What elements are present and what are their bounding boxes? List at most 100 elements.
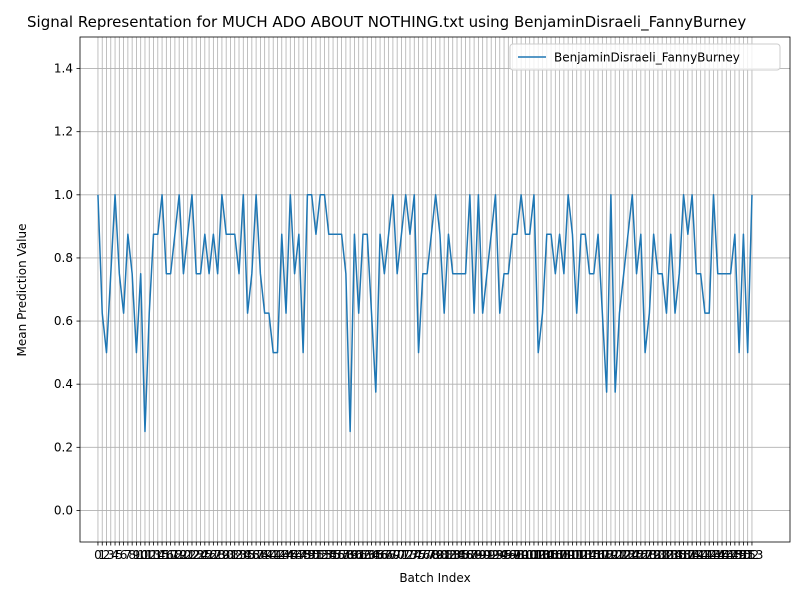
x-tick-label: 95 <box>496 548 511 562</box>
x-tick-label: 23 <box>189 548 204 562</box>
x-tick-label: 148 <box>719 548 742 562</box>
x-tick-label: 94 <box>492 548 507 562</box>
y-tick-label: 0.6 <box>54 314 73 328</box>
x-tick-label: 59 <box>343 548 358 562</box>
x-tick-label: 72 <box>398 548 413 562</box>
x-tick-label: 150 <box>728 548 751 562</box>
x-tick-label: 130 <box>642 548 665 562</box>
x-tick-label: 99 <box>513 548 528 562</box>
x-tick-label: 20 <box>176 548 191 562</box>
x-axis-label: Batch Index <box>399 571 470 585</box>
x-tick-label: 145 <box>706 548 729 562</box>
x-tick-label: 12 <box>142 548 157 562</box>
x-tick-label: 107 <box>544 548 567 562</box>
x-tick-label: 110 <box>557 548 580 562</box>
x-tick-label: 19 <box>172 548 187 562</box>
x-tick-label: 101 <box>518 548 541 562</box>
x-tick-label: 147 <box>715 548 738 562</box>
x-tick-label: 129 <box>638 548 661 562</box>
x-tick-label: 139 <box>681 548 704 562</box>
x-tick-label: 88 <box>466 548 481 562</box>
y-tick-label: 1.4 <box>54 62 73 76</box>
x-tick-label: 28 <box>210 548 225 562</box>
x-tick-label: 13 <box>146 548 161 562</box>
x-tick-label: 54 <box>321 548 336 562</box>
x-tick-label: 7 <box>124 548 132 562</box>
x-tick-label: 67 <box>377 548 392 562</box>
x-tick-label: 115 <box>578 548 601 562</box>
x-tick-label: 69 <box>385 548 400 562</box>
x-tick-label: 102 <box>523 548 546 562</box>
x-tick-label: 26 <box>201 548 216 562</box>
x-tick-label: 40 <box>261 548 276 562</box>
x-tick-label: 5 <box>116 548 124 562</box>
x-tick-label: 117 <box>587 548 610 562</box>
x-tick-label: 58 <box>338 548 353 562</box>
x-tick-label: 97 <box>505 548 520 562</box>
x-tick-label: 153 <box>741 548 764 562</box>
x-tick-label: 56 <box>330 548 345 562</box>
x-tick-label: 61 <box>351 548 366 562</box>
x-tick-label: 30 <box>219 548 234 562</box>
x-tick-label: 93 <box>488 548 503 562</box>
x-tick-label: 91 <box>479 548 494 562</box>
x-tick-label: 51 <box>308 548 323 562</box>
x-tick-label: 100 <box>514 548 537 562</box>
x-tick-label: 128 <box>634 548 657 562</box>
y-tick-label: 1.0 <box>54 188 73 202</box>
x-tick-label: 111 <box>561 548 584 562</box>
x-tick-label: 37 <box>248 548 263 562</box>
x-tick-label: 136 <box>668 548 691 562</box>
x-tick-label: 6 <box>120 548 128 562</box>
x-tick-label: 36 <box>244 548 259 562</box>
x-tick-label: 87 <box>462 548 477 562</box>
x-tick-label: 34 <box>236 548 251 562</box>
x-tick-label: 44 <box>278 548 293 562</box>
x-tick-label: 140 <box>685 548 708 562</box>
x-tick-label: 76 <box>415 548 430 562</box>
x-tick-label: 80 <box>432 548 447 562</box>
x-tick-label: 133 <box>655 548 678 562</box>
x-tick-label: 124 <box>617 548 640 562</box>
x-tick-label: 4 <box>111 548 119 562</box>
x-tick-label: 105 <box>535 548 558 562</box>
x-tick-label: 143 <box>698 548 721 562</box>
x-tick-label: 104 <box>531 548 554 562</box>
x-tick-label: 35 <box>240 548 255 562</box>
x-tick-label: 9 <box>133 548 141 562</box>
x-tick-label: 1 <box>98 548 106 562</box>
x-tick-label: 142 <box>693 548 716 562</box>
x-tick-label: 38 <box>253 548 268 562</box>
x-tick-label: 46 <box>287 548 302 562</box>
x-tick-label: 90 <box>475 548 490 562</box>
x-tick-label: 122 <box>608 548 631 562</box>
x-tick-label: 29 <box>214 548 229 562</box>
x-tick-label: 74 <box>407 548 422 562</box>
x-tick-label: 8 <box>128 548 136 562</box>
x-tick-label: 16 <box>159 548 174 562</box>
x-tick-label: 106 <box>540 548 563 562</box>
x-tick-label: 55 <box>325 548 340 562</box>
x-tick-label: 32 <box>227 548 242 562</box>
x-tick-label: 25 <box>197 548 212 562</box>
y-axis-label: Mean Prediction Value <box>15 224 29 357</box>
x-tick-label: 50 <box>304 548 319 562</box>
x-tick-label: 119 <box>595 548 618 562</box>
x-tick-label: 144 <box>702 548 725 562</box>
x-tick-label: 31 <box>223 548 238 562</box>
x-tick-label: 86 <box>458 548 473 562</box>
x-tick-label: 52 <box>313 548 328 562</box>
x-tick-label: 10 <box>133 548 148 562</box>
x-tick-label: 108 <box>548 548 571 562</box>
x-tick-label: 18 <box>167 548 182 562</box>
x-tick-label: 0 <box>94 548 102 562</box>
x-tick-label: 96 <box>501 548 516 562</box>
plot-frame <box>79 36 791 543</box>
x-tick-label: 82 <box>441 548 456 562</box>
x-tick-label: 75 <box>411 548 426 562</box>
x-tick-label: 151 <box>732 548 755 562</box>
x-tick-label: 42 <box>270 548 285 562</box>
x-tick-label: 66 <box>372 548 387 562</box>
x-tick-label: 84 <box>449 548 464 562</box>
